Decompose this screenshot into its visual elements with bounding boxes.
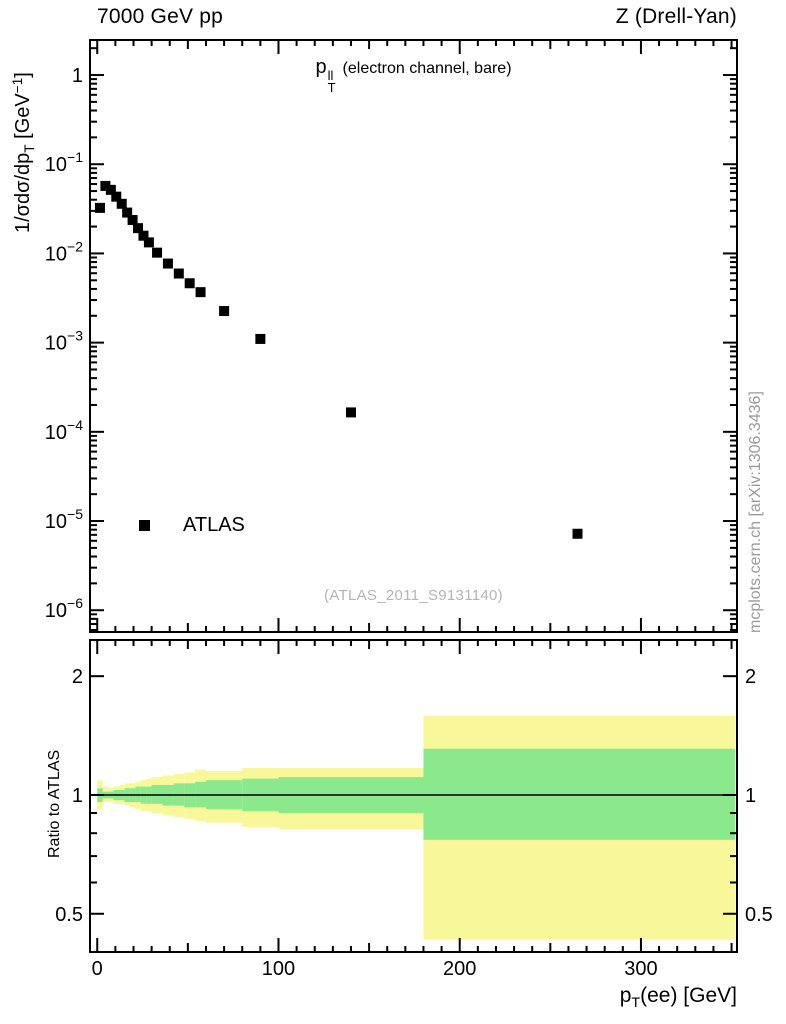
svg-text:2: 2 [745, 666, 756, 688]
observable-symbol: p [315, 56, 327, 78]
svg-text:10−6: 10−6 [45, 595, 83, 622]
x-title-base: p [619, 984, 632, 1007]
svg-text:0.5: 0.5 [745, 904, 773, 926]
svg-text:10−1: 10−1 [45, 149, 83, 176]
svg-text:10−2: 10−2 [45, 238, 83, 265]
atlas-square-marker-icon [139, 520, 150, 531]
legend-label: ATLAS [183, 514, 245, 536]
ratio-y-axis-title: Ratio to ATLAS [46, 749, 63, 858]
svg-text:300: 300 [624, 958, 657, 980]
x-title-suffix: (ee) [GeV] [640, 984, 737, 1007]
x-title-subscript: T [631, 995, 641, 1011]
y-title-superscript: −1 [10, 77, 25, 94]
y-title-end: ] [12, 72, 34, 78]
svg-text:1: 1 [745, 785, 756, 807]
legend: ATLAS [139, 514, 245, 537]
svg-text:0.5: 0.5 [55, 904, 83, 926]
svg-text:10−3: 10−3 [45, 328, 83, 355]
svg-text:1: 1 [72, 65, 83, 87]
main-y-axis-title: 1/σdσ/dpT [GeV−1] [10, 72, 37, 233]
svg-text:0: 0 [92, 958, 103, 980]
analysis-id-watermark: (ATLAS_2011_S9131140) [324, 587, 503, 604]
data-points [94, 180, 583, 539]
svg-text:100: 100 [262, 958, 295, 980]
svg-text:10−5: 10−5 [45, 506, 83, 533]
x-axis-title: pT(ee) [GeV] [620, 984, 737, 1011]
svg-text:2: 2 [72, 666, 83, 688]
axis-tick-labels: 1 10−1 10−2 10−3 10−4 10−5 10−6 0 100 200 300 0.5 0.… [45, 65, 773, 980]
svg-text:10−4: 10−4 [45, 417, 83, 444]
observable-subscript: T [327, 80, 336, 95]
svg-text:200: 200 [443, 958, 476, 980]
y-title-mid: [GeV [12, 93, 34, 145]
beam-energy-label: 7000 GeV pp [97, 5, 223, 28]
observable-annotation: p ll T (electron channel, bare) [90, 56, 737, 94]
y-title-prefix: 1/σdσ/dp [12, 152, 34, 233]
observable-scripts: ll T [327, 68, 336, 95]
axis-ticks [90, 40, 737, 953]
observable-superscript: ll [327, 68, 334, 83]
observable-detail: (electron channel, bare) [342, 60, 512, 77]
plot-frames [89, 39, 738, 953]
process-label: Z (Drell-Yan) [615, 5, 737, 28]
y-title-subscript: T [22, 144, 37, 153]
mcplots-attribution: mcplots.cern.ch [arXiv:1306.3436] [747, 391, 764, 633]
svg-text:1: 1 [72, 785, 83, 807]
